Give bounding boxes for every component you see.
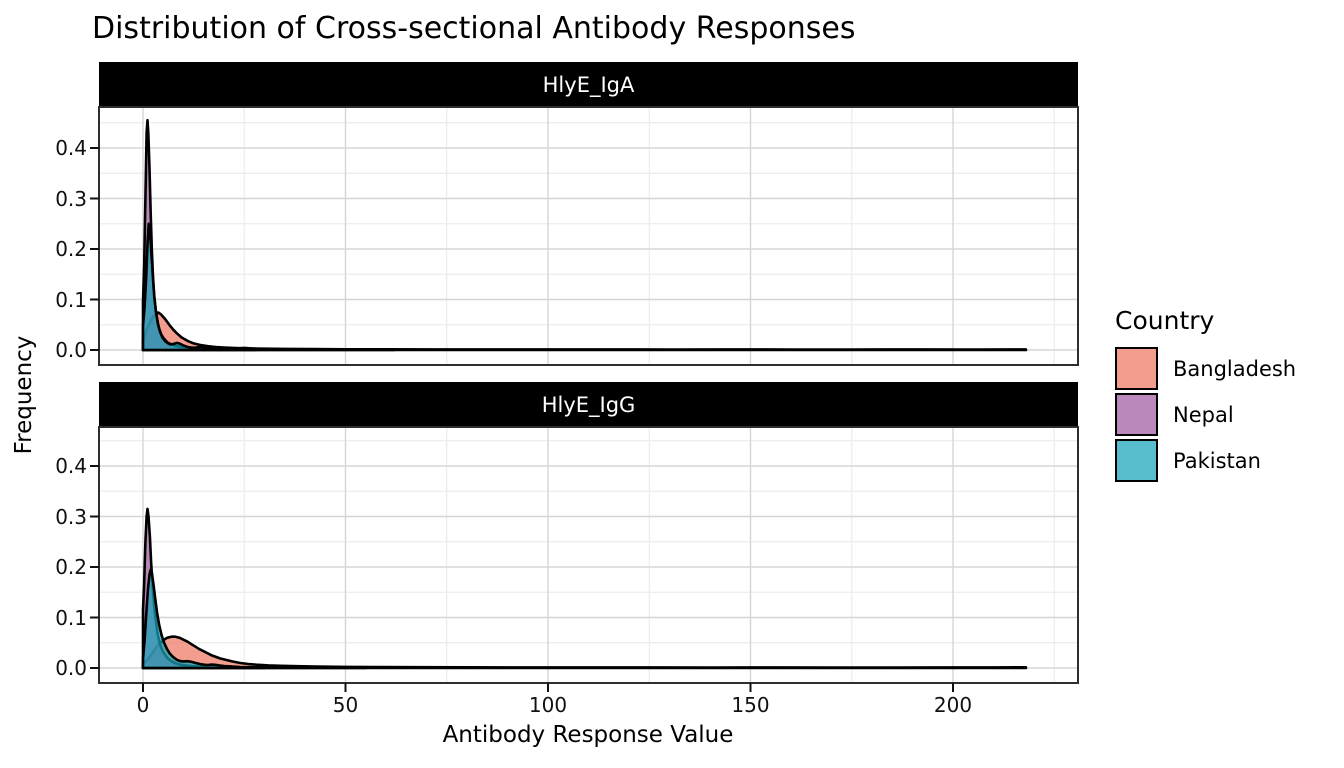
x-tick-label: 0 <box>136 693 150 717</box>
strip-label: HlyE_IgA <box>542 72 635 97</box>
density-area-pakistan <box>141 222 396 352</box>
x-axis-title: Antibody Response Value <box>442 722 734 748</box>
y-tick-label: 0.2 <box>55 237 87 261</box>
y-tick-label: 0.1 <box>55 605 87 630</box>
legend-swatch-pakistan <box>1115 439 1158 482</box>
y-tick-label: 0.3 <box>55 186 87 211</box>
legend-label: Bangladesh <box>1173 356 1297 381</box>
legend-item-nepal: Nepal <box>1115 393 1296 436</box>
density-area-bangladesh <box>141 635 1028 670</box>
y-tick-label: 0.2 <box>55 555 87 579</box>
x-tick-label: 50 <box>332 693 359 717</box>
y-tick-label: 0.0 <box>55 338 87 362</box>
strip-label: HlyE_IgG <box>541 392 636 417</box>
density-area-pakistan <box>141 568 368 670</box>
facet-strip-hlye-iga: HlyE_IgA <box>99 62 1078 107</box>
panel-border <box>98 106 1079 366</box>
y-tick-label: 0.3 <box>55 504 87 529</box>
legend-items: Bangladesh Nepal Pakistan <box>1115 347 1296 482</box>
chart-title: Distribution of Cross-sectional Antibody… <box>92 11 856 46</box>
x-tick-label: 150 <box>731 693 770 717</box>
legend-label: Nepal <box>1173 402 1234 427</box>
x-tick-label: 200 <box>933 693 973 717</box>
y-tick-label: 0.0 <box>55 656 87 680</box>
y-tick-label: 0.4 <box>55 136 87 160</box>
legend-swatch-bangladesh <box>1115 347 1158 390</box>
density-area-bangladesh <box>141 311 1028 352</box>
facet-strip-hlye-igg: HlyE_IgG <box>99 382 1078 427</box>
legend-title: Country <box>1115 306 1215 335</box>
x-tick-label: 100 <box>528 693 568 717</box>
y-tick-label: 0.1 <box>55 287 87 312</box>
panel-border <box>98 426 1079 684</box>
y-tick-label: 0.4 <box>55 454 87 478</box>
legend-label: Pakistan <box>1173 448 1261 473</box>
legend-swatch-nepal <box>1115 393 1158 436</box>
legend-item-bangladesh: Bangladesh <box>1115 347 1296 390</box>
legend-item-pakistan: Pakistan <box>1115 439 1296 482</box>
legend: Country Bangladesh Nepal Pakistan <box>1115 306 1296 485</box>
